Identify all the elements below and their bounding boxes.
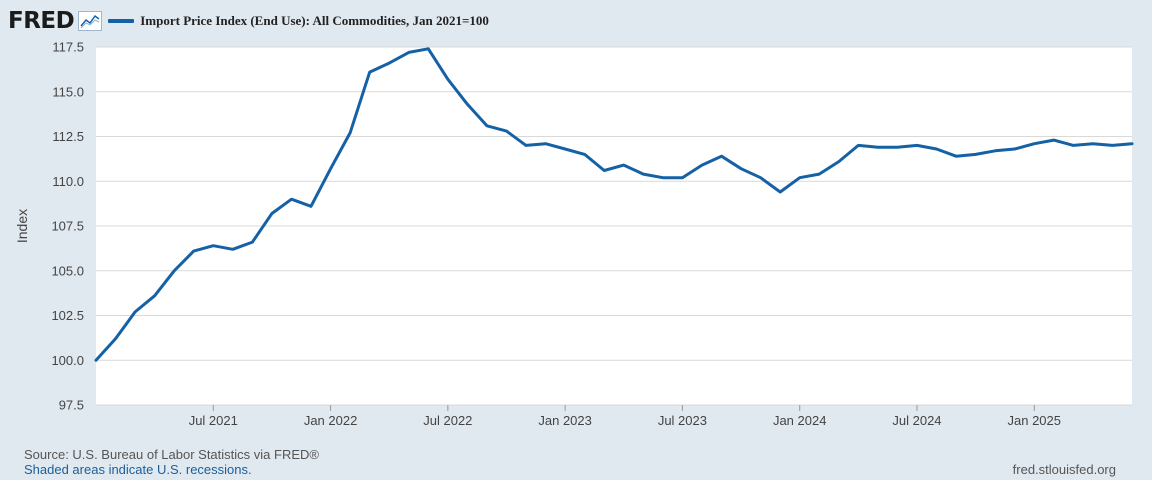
y-tick-label: 100.0 bbox=[51, 353, 84, 368]
y-tick-label: 97.5 bbox=[59, 398, 84, 413]
x-tick-label: Jan 2025 bbox=[1008, 413, 1062, 428]
x-tick-label: Jan 2022 bbox=[304, 413, 358, 428]
recession-note-link[interactable]: Shaded areas indicate U.S. recessions. bbox=[24, 462, 252, 477]
fred-graph-icon bbox=[78, 11, 103, 31]
x-tick-label: Jan 2023 bbox=[538, 413, 592, 428]
grid-lines bbox=[96, 46, 1132, 406]
y-tick-label: 107.5 bbox=[51, 219, 84, 234]
y-tick-label: 105.0 bbox=[51, 263, 84, 278]
chart-legend: Import Price Index (End Use): All Commod… bbox=[108, 13, 489, 29]
series-line bbox=[94, 47, 1134, 362]
y-tick-label: 115.0 bbox=[52, 84, 84, 99]
line-chart: 97.5 100.0 102.5 105.0 107.5 110.0 112.5 115.0 1… bbox=[14, 40, 1134, 428]
fred-logo-text: FRED bbox=[8, 8, 75, 34]
fred-logo[interactable]: FRED bbox=[8, 8, 103, 34]
x-tick-label: Jul 2024 bbox=[892, 413, 941, 428]
y-tick-label: 117.5 bbox=[52, 40, 84, 55]
x-tick-label: Jul 2022 bbox=[423, 413, 472, 428]
legend-swatch bbox=[108, 19, 135, 23]
y-tick-label: 110.0 bbox=[52, 174, 84, 189]
x-tick-label: Jul 2021 bbox=[189, 413, 238, 428]
y-axis-label: Index bbox=[14, 209, 30, 243]
x-axis-ticks: Jul 2021 Jan 2022 Jul 2022 Jan 2023 Jul 2023… bbox=[189, 405, 1061, 428]
chart-header: FRED Import Price Index (End Use): All C… bbox=[8, 6, 489, 36]
legend-series-label: Import Price Index (End Use): All Commod… bbox=[140, 13, 489, 28]
y-tick-label: 102.5 bbox=[51, 308, 84, 323]
source-text: Source: U.S. Bureau of Labor Statistics … bbox=[24, 447, 319, 462]
y-axis-ticks: 97.5 100.0 102.5 105.0 107.5 110.0 112.5 115.0 1… bbox=[51, 40, 84, 413]
fred-url[interactable]: fred.stlouisfed.org bbox=[1012, 462, 1116, 477]
x-tick-label: Jul 2023 bbox=[658, 413, 707, 428]
y-tick-label: 112.5 bbox=[52, 129, 84, 144]
x-tick-label: Jan 2024 bbox=[773, 413, 827, 428]
